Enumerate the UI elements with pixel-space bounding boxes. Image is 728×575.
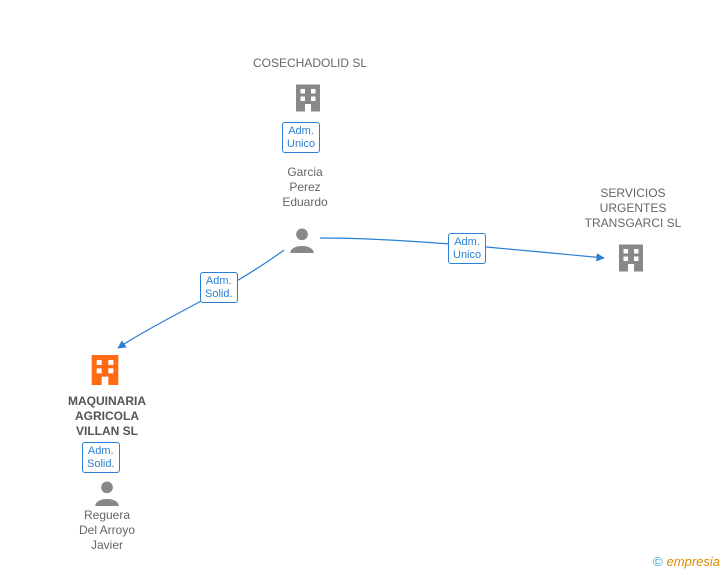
company-label-maquinaria: MAQUINARIA AGRICOLA VILLAN SL [55,394,159,439]
role-box-adm-unico-1: Adm. Unico [282,122,320,153]
company-label-servicios: SERVICIOS URGENTES TRANSGARCI SL [563,186,703,231]
building-icon [613,240,649,276]
role-box-adm-solid-2: Adm. Solid. [82,442,120,473]
building-icon-highlight [85,350,125,390]
role-box-adm-unico-2: Adm. Unico [448,233,486,264]
company-label-cosechadolid: COSECHADOLID SL [245,56,375,71]
watermark: © empresia [653,554,720,569]
brand-name: empresia [667,554,720,569]
person-label-reguera: Reguera Del Arroyo Javier [67,508,147,553]
copyright-symbol: © [653,554,663,569]
person-icon [288,225,316,253]
person-icon [93,478,121,506]
building-icon [290,80,326,116]
person-label-garcia: Garcia Perez Eduardo [275,165,335,210]
role-box-adm-solid-1: Adm. Solid. [200,272,238,303]
